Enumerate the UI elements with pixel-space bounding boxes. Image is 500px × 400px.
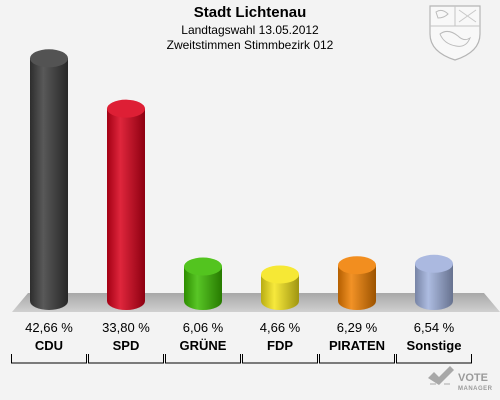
logo-subtext: MANAGER (458, 386, 493, 392)
value-label-cdu: 42,66 % (25, 320, 73, 335)
bar-sonstige (415, 254, 453, 310)
chart-subtitle-election: Landtagswahl 13.05.2012 (181, 23, 319, 37)
bar-grne (184, 257, 222, 310)
vote-manager-logo: VOTE MANAGER (428, 366, 493, 392)
bar-cap-sonstige (415, 254, 453, 273)
category-bracket-cdu (11, 354, 87, 364)
labels-group: 42,66 % CDU 33,80 % SPD 6,06 % GRÜNE 4,66 % FDP… (11, 320, 472, 364)
category-label-piraten: PIRATEN (329, 338, 385, 353)
category-label-grne: GRÜNE (180, 338, 227, 353)
value-label-fdp: 4,66 % (260, 320, 301, 335)
bar-body-sonstige (415, 263, 453, 310)
chart-title: Stadt Lichtenau (194, 4, 307, 21)
bar-body-fdp (261, 274, 299, 310)
bar-body-cdu (30, 58, 68, 310)
bars-group (30, 49, 453, 310)
bar-cap-spd (107, 99, 145, 118)
bar-cap-grne (184, 257, 222, 276)
category-bracket-sonstige (396, 354, 472, 364)
category-label-sonstige: Sonstige (407, 338, 462, 353)
bar-cap-cdu (30, 49, 68, 68)
bar-cap-piraten (338, 256, 376, 275)
checkmark-icon (428, 366, 454, 385)
category-bracket-grne (165, 354, 241, 364)
category-label-spd: SPD (113, 338, 140, 353)
bar-body-piraten (338, 265, 376, 310)
category-bracket-piraten (319, 354, 395, 364)
bar-fdp (261, 265, 299, 310)
category-label-fdp: FDP (267, 338, 293, 353)
chart-subtitle-district: Zweitstimmen Stimmbezirk 012 (167, 38, 334, 52)
logo-text: VOTE (458, 372, 488, 384)
bar-cap-fdp (261, 265, 299, 284)
value-label-grne: 6,06 % (183, 320, 224, 335)
category-bracket-spd (88, 354, 164, 364)
bar-cdu (30, 49, 68, 310)
bar-body-grne (184, 266, 222, 310)
bar-piraten (338, 256, 376, 310)
value-label-piraten: 6,29 % (337, 320, 378, 335)
value-label-spd: 33,80 % (102, 320, 150, 335)
category-bracket-fdp (242, 354, 318, 364)
coat-of-arms-icon (429, 5, 481, 61)
value-label-sonstige: 6,54 % (414, 320, 455, 335)
bar-spd (107, 99, 145, 310)
bar-body-spd (107, 108, 145, 310)
category-label-cdu: CDU (35, 338, 63, 353)
